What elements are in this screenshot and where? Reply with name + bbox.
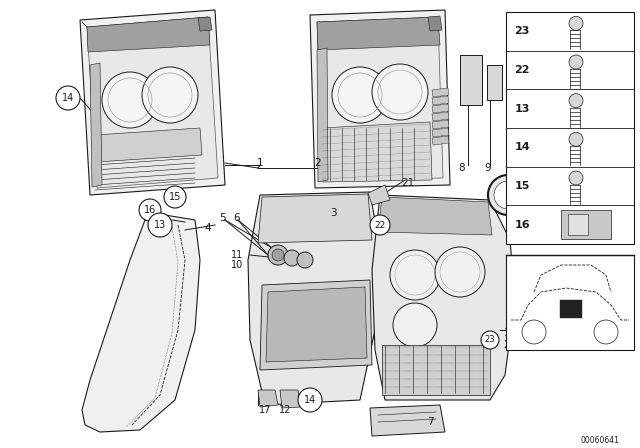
Circle shape [370, 215, 390, 235]
Polygon shape [368, 185, 390, 205]
Polygon shape [370, 405, 445, 436]
Circle shape [284, 250, 300, 266]
Text: 16: 16 [144, 205, 156, 215]
Circle shape [164, 186, 186, 208]
Polygon shape [432, 120, 449, 129]
Bar [506, 12, 634, 244]
Polygon shape [82, 215, 200, 432]
Circle shape [142, 67, 198, 123]
Polygon shape [260, 280, 372, 370]
Bar [561, 210, 611, 239]
Circle shape [569, 171, 583, 185]
Circle shape [569, 132, 583, 146]
Circle shape [332, 67, 388, 123]
Circle shape [488, 175, 528, 215]
Text: 22: 22 [374, 220, 386, 229]
Bar [460, 55, 482, 105]
Text: 15: 15 [515, 181, 530, 191]
Text: 19: 19 [504, 328, 516, 338]
Text: 21: 21 [401, 178, 415, 188]
Circle shape [569, 94, 583, 108]
Circle shape [139, 199, 161, 221]
Polygon shape [258, 390, 278, 407]
Text: 5: 5 [219, 213, 225, 223]
Polygon shape [432, 88, 449, 97]
Text: 12: 12 [279, 405, 291, 415]
Polygon shape [432, 136, 449, 145]
Text: 14: 14 [514, 142, 530, 152]
Polygon shape [198, 17, 212, 31]
Text: 13: 13 [515, 103, 530, 114]
Polygon shape [317, 17, 440, 50]
Polygon shape [432, 96, 449, 105]
Circle shape [569, 16, 583, 30]
Circle shape [268, 245, 288, 265]
Text: 23: 23 [515, 26, 530, 36]
Circle shape [594, 320, 618, 344]
Circle shape [494, 181, 522, 209]
Polygon shape [87, 17, 218, 188]
Text: 13: 13 [154, 220, 166, 230]
Text: 16: 16 [514, 220, 530, 230]
Text: 15: 15 [169, 192, 181, 202]
Polygon shape [432, 128, 449, 137]
Bar [568, 214, 588, 235]
Circle shape [522, 320, 546, 344]
Circle shape [481, 331, 499, 349]
Text: 14: 14 [62, 93, 74, 103]
Circle shape [435, 247, 485, 297]
Polygon shape [87, 17, 210, 52]
Text: 22: 22 [515, 65, 530, 75]
Circle shape [297, 252, 313, 268]
Text: 20: 20 [504, 340, 516, 350]
Circle shape [272, 249, 284, 261]
Circle shape [148, 213, 172, 237]
Text: 10: 10 [231, 260, 243, 270]
Polygon shape [382, 345, 490, 395]
Circle shape [102, 72, 158, 128]
Circle shape [298, 388, 322, 412]
Polygon shape [378, 197, 492, 235]
Polygon shape [258, 194, 372, 243]
Text: 7: 7 [427, 417, 433, 427]
Polygon shape [317, 48, 328, 182]
Polygon shape [317, 17, 443, 180]
Polygon shape [310, 10, 450, 188]
Polygon shape [428, 16, 442, 31]
Polygon shape [80, 10, 225, 195]
Text: 23: 23 [484, 336, 495, 345]
Circle shape [56, 86, 80, 110]
Circle shape [372, 64, 428, 120]
Text: 8: 8 [459, 163, 465, 173]
Text: 1: 1 [257, 158, 263, 168]
Circle shape [390, 250, 440, 300]
Bar [506, 255, 634, 350]
Polygon shape [248, 192, 380, 405]
Text: 17: 17 [259, 405, 271, 415]
Polygon shape [560, 300, 582, 318]
Text: 4: 4 [205, 223, 211, 233]
Polygon shape [432, 104, 449, 113]
Text: 00060641: 00060641 [580, 435, 620, 444]
Text: 9: 9 [484, 163, 492, 173]
Text: 18: 18 [531, 188, 543, 198]
Polygon shape [322, 122, 432, 182]
Polygon shape [372, 195, 515, 400]
Polygon shape [90, 63, 102, 187]
Bar [487, 65, 502, 100]
Text: 11: 11 [231, 250, 243, 260]
Polygon shape [266, 287, 367, 362]
Circle shape [569, 55, 583, 69]
Polygon shape [95, 128, 202, 162]
Text: 6: 6 [234, 213, 240, 223]
Circle shape [393, 303, 437, 347]
Polygon shape [280, 390, 300, 408]
Text: 14: 14 [304, 395, 316, 405]
Text: 3: 3 [330, 208, 336, 218]
Polygon shape [432, 112, 449, 121]
Text: 2: 2 [315, 158, 321, 168]
